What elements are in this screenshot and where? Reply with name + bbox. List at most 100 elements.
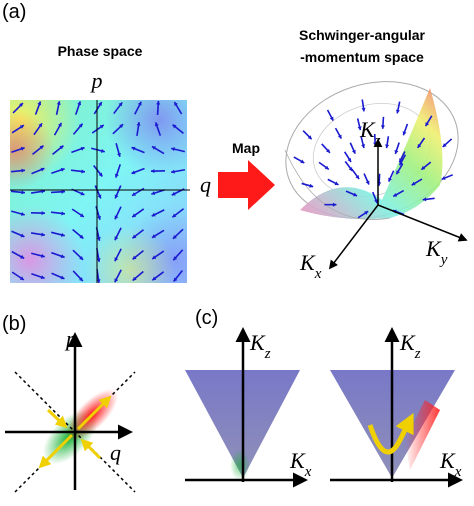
- field-arrowhead: [40, 253, 45, 258]
- ky-axis: [377, 204, 468, 242]
- field-arrowhead: [172, 234, 177, 239]
- field-arrowhead: [399, 158, 403, 163]
- axis-label: p: [64, 326, 77, 351]
- field-arrowhead: [309, 183, 314, 188]
- field-arrowhead: [421, 165, 426, 170]
- field-arrowhead: [365, 180, 370, 185]
- field-arrowhead: [132, 213, 137, 218]
- field-arrowhead: [136, 122, 141, 126]
- state-blob: [405, 400, 440, 470]
- axis-label: Kx: [299, 250, 322, 282]
- field-arrowhead: [154, 122, 159, 127]
- field-arrowhead: [441, 176, 446, 180]
- field-arrowhead: [20, 233, 25, 238]
- field-arrowhead: [57, 122, 62, 127]
- field-arrowhead: [61, 189, 65, 194]
- field-arrowhead: [361, 107, 366, 112]
- field-arrowhead: [41, 232, 45, 237]
- field-arrowhead: [324, 165, 329, 170]
- field-arrowhead: [21, 168, 25, 173]
- field-arrowhead: [399, 161, 404, 166]
- axis-label: Ky: [425, 236, 448, 268]
- field-arrowhead: [114, 257, 119, 262]
- field-arrowhead: [77, 101, 82, 106]
- field-arrowhead: [114, 215, 119, 220]
- field-arrowhead: [329, 116, 334, 121]
- field-arrowhead: [422, 197, 427, 202]
- panel-label: (a): [2, 1, 26, 23]
- panel-title: Phase space: [58, 43, 143, 59]
- field-arrowhead: [40, 167, 45, 172]
- field-arrowhead: [388, 177, 392, 182]
- field-arrowhead: [98, 102, 102, 107]
- field-arrowhead: [79, 234, 84, 239]
- field-arrowhead: [171, 147, 175, 152]
- field-arrowhead: [21, 190, 25, 195]
- field-arrowhead: [364, 211, 369, 215]
- field-arrowhead: [114, 236, 119, 241]
- field-arrowhead: [396, 170, 400, 175]
- field-arrowhead: [114, 173, 119, 178]
- axis-label: p: [90, 68, 103, 93]
- field-arrowhead: [307, 135, 312, 140]
- field-arrowhead: [114, 194, 119, 199]
- field-arrowhead: [425, 122, 430, 127]
- field-arrowhead: [81, 169, 85, 174]
- field-arrowhead: [394, 150, 399, 154]
- axis-label: q: [110, 440, 121, 465]
- field-arrowhead: [60, 275, 65, 280]
- axis-label: Kz: [359, 117, 381, 149]
- field-arrowhead: [61, 211, 65, 216]
- field-arrowhead: [100, 148, 105, 153]
- field-arrowhead: [114, 278, 119, 283]
- panel-label: (b): [2, 313, 26, 335]
- field-arrowhead: [79, 255, 84, 260]
- field-arrowhead: [131, 146, 136, 151]
- field-arrowhead: [80, 191, 85, 196]
- axis-label: Kz: [399, 330, 421, 362]
- squeeze-arrows: [38, 395, 112, 469]
- field-arrowhead: [173, 277, 178, 282]
- field-arrowhead: [172, 213, 177, 218]
- field-arrowhead: [56, 101, 61, 105]
- panel-title: Schwinger-angular: [299, 27, 426, 43]
- axis-label: Kx: [289, 448, 312, 480]
- field-arrowhead: [374, 199, 378, 204]
- field-arrowhead: [60, 167, 65, 172]
- field-arrowhead: [19, 276, 24, 280]
- field-arrowhead: [152, 255, 157, 259]
- axis-label: Kz: [249, 330, 271, 362]
- phase-field: [10, 100, 187, 283]
- field-arrowhead: [59, 145, 64, 150]
- field-arrowhead: [156, 101, 161, 105]
- field-arrowhead: [132, 276, 137, 281]
- field-arrowhead: [152, 234, 157, 238]
- field-arrowhead: [132, 192, 137, 196]
- evolution-arrow: [367, 412, 414, 455]
- field-arrowhead: [355, 175, 360, 179]
- field-arrowhead: [332, 202, 337, 207]
- field-arrowhead: [171, 169, 175, 174]
- field-arrowhead: [78, 123, 83, 128]
- field-arrowhead: [173, 256, 178, 261]
- field-arrowhead: [357, 126, 362, 131]
- field-arrowhead: [417, 143, 422, 148]
- axis-label: Kx: [439, 448, 462, 480]
- field-arrowhead: [393, 192, 398, 197]
- field-arrowhead: [442, 143, 447, 147]
- field-arrowhead: [353, 192, 358, 197]
- field-arrowhead: [60, 254, 65, 259]
- field-arrowhead: [347, 157, 352, 162]
- field-arrowhead: [98, 172, 103, 177]
- field-arrowhead: [348, 166, 353, 171]
- field-arrowhead: [79, 213, 84, 217]
- field-arrowhead: [351, 149, 356, 154]
- field-arrowhead: [20, 146, 25, 151]
- field-arrowhead: [19, 103, 23, 107]
- field-arrowhead: [39, 145, 44, 150]
- field-arrowhead: [385, 144, 390, 149]
- field-arrowhead: [19, 125, 24, 129]
- field-arrowhead: [38, 123, 43, 128]
- field-arrowhead: [171, 191, 176, 196]
